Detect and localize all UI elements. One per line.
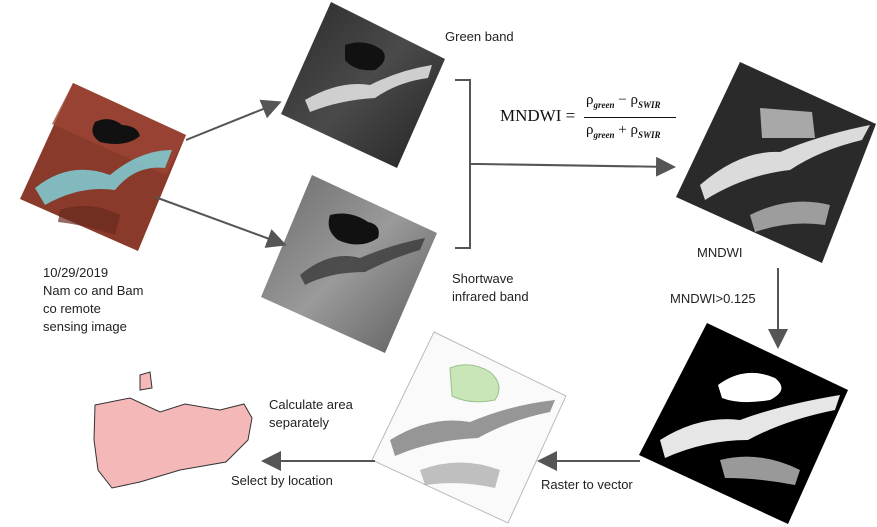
mndwi-image [676,62,876,263]
swir-band-image [261,175,437,353]
formula-numerator: ρgreen − ρSWIR [586,92,661,110]
arrow-bracket-to-mndwi [479,156,676,177]
fraction-bar [584,117,676,118]
source-image-label: 10/29/2019 Nam co and Bam co remote sens… [43,265,144,334]
formula-denominator: ρgreen + ρSWIR [586,122,661,140]
select-by-location-label: Select by location [231,473,333,488]
raster-to-vector-label: Raster to vector [541,477,633,492]
green-band-label: Green band [445,29,514,44]
threshold-label: MNDWI>0.125 [670,291,756,306]
calculate-area-label: Calculate area separately [269,397,353,430]
lake-polygon [93,371,253,489]
mndwi-formula: MNDWI = ρgreen − ρSWIR ρgreen + ρSWIR [500,92,690,146]
green-band-image [281,2,445,168]
binary-image [639,323,848,524]
combine-bracket [455,79,480,249]
mndwi-label: MNDWI [697,245,743,260]
vector-image [371,331,567,524]
arrow-source-to-green [185,99,282,141]
swir-band-label: Shortwave infrared band [452,271,529,304]
arrow-source-to-swir [154,196,287,248]
source-image [20,83,186,251]
formula-lhs: MNDWI = [500,106,576,125]
